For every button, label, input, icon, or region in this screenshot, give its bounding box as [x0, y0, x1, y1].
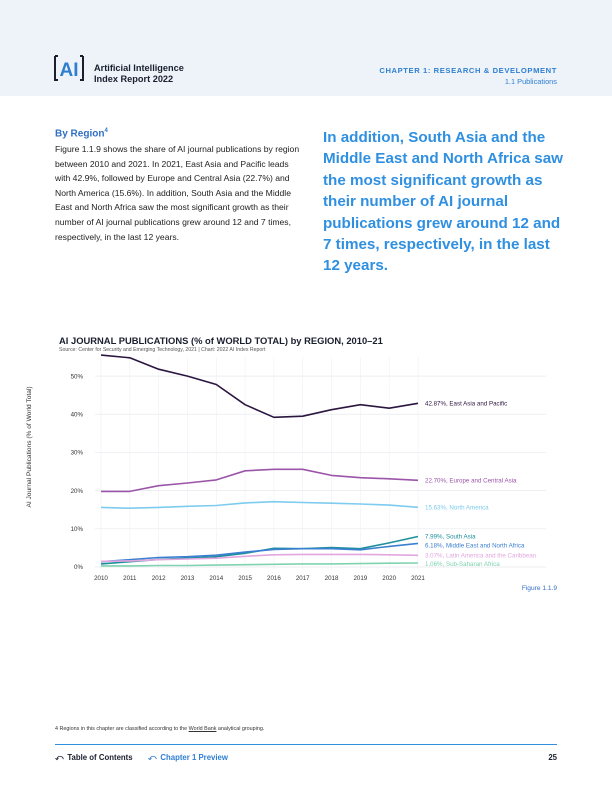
chart-title: AI JOURNAL PUBLICATIONS (% of WORLD TOTA… [59, 335, 383, 346]
report-title: Artificial Intelligence Index Report 202… [94, 63, 184, 85]
x-tick-label: 2010 [94, 575, 108, 582]
series-end-label: 3.07%, Latin America and the Caribbean [425, 552, 537, 559]
y-tick-label: 30% [71, 450, 84, 457]
footnote: 4 Regions in this chapter are classified… [55, 726, 265, 732]
series-end-label: 6.18%, Middle East and North Africa [425, 542, 525, 549]
world-bank-link[interactable]: World Bank [188, 726, 217, 732]
svg-text:AI: AI [60, 60, 79, 81]
return-arrow-icon: ⤺ [148, 753, 157, 762]
table-of-contents-link[interactable]: ⤺ Table of Contents [55, 753, 133, 762]
series-line [100, 542, 419, 563]
ai-index-logo-icon: AI [54, 55, 84, 81]
footer-divider [55, 744, 557, 745]
x-tick-label: 2018 [325, 575, 339, 582]
series-line [100, 553, 419, 563]
series-end-label: 22.70%, Europe and Central Asia [425, 478, 517, 485]
return-arrow-icon: ⤺ [55, 753, 64, 762]
page-number: 25 [548, 753, 557, 762]
page-header: AI Artificial Intelligence Index Report … [0, 0, 612, 96]
x-tick-label: 2011 [123, 575, 137, 582]
chapter-label: CHAPTER 1: RESEARCH & DEVELOPMENT [379, 66, 557, 75]
series-end-label: 1.06%, Sub-Saharan Africa [425, 561, 500, 568]
x-tick-label: 2017 [296, 575, 310, 582]
x-tick-label: 2014 [209, 575, 223, 582]
report-title-line1: Artificial Intelligence [94, 63, 184, 73]
series-line [101, 468, 419, 493]
y-tick-label: 10% [71, 526, 84, 533]
series-line [100, 500, 419, 510]
body-paragraph: Figure 1.1.9 shows the share of AI journ… [55, 144, 300, 242]
chart-source: Source: Center for Security and Emerging… [59, 347, 266, 353]
y-tick-label: 20% [71, 488, 84, 495]
report-title-line2: Index Report 2022 [94, 74, 174, 84]
x-tick-label: 2012 [152, 575, 166, 582]
pull-quote: In addition, South Asia and the Middle E… [323, 129, 563, 275]
chapter-preview-link[interactable]: ⤺ Chapter 1 Preview [148, 753, 228, 762]
y-tick-label: 50% [71, 373, 84, 380]
x-tick-label: 2020 [382, 575, 396, 582]
x-tick-label: 2013 [181, 575, 195, 582]
x-tick-label: 2015 [238, 575, 252, 582]
series-end-label: 15.63%, North America [425, 505, 489, 512]
section-label: 1.1 Publications [504, 77, 557, 86]
figure-label: Figure 1.1.9 [521, 585, 557, 592]
x-tick-label: 2019 [353, 575, 367, 582]
series-line [101, 562, 419, 567]
footnote-mark[interactable]: 4 [104, 128, 108, 134]
series-end-label: 7.99%, South Asia [425, 534, 476, 541]
series-line [100, 354, 419, 419]
line-chart: 0% 10% 20% 30% 40% 50% 2010 2011 2012 2013 2014 201… [71, 354, 546, 582]
x-tick-label: 2021 [411, 575, 425, 582]
y-tick-label: 0% [74, 564, 83, 571]
y-tick-label: 40% [71, 411, 84, 418]
section-heading: By Region4 [55, 128, 108, 140]
series-end-label: 42.87%, East Asia and Pacific [425, 401, 507, 408]
x-tick-label: 2016 [267, 575, 281, 582]
